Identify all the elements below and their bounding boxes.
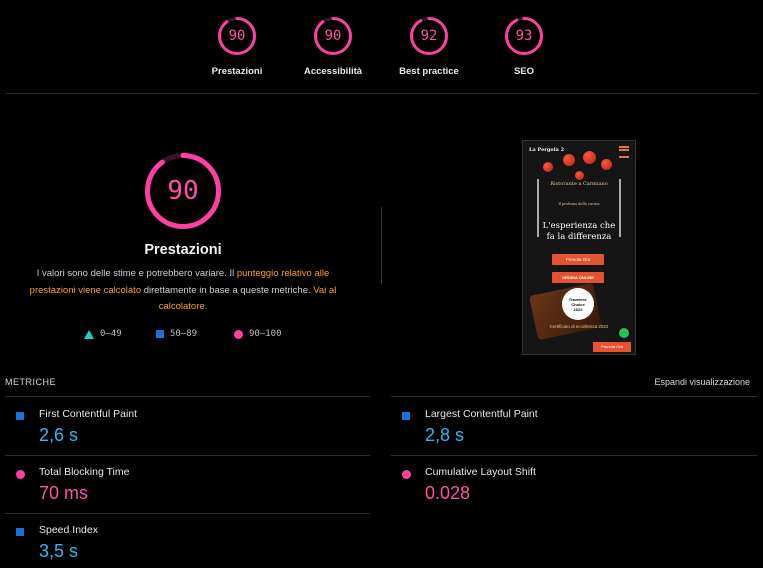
- good-circle-icon: [402, 470, 411, 479]
- score-calculation-link[interactable]: punteggio relativo alle prestazioni vien…: [29, 268, 330, 296]
- gauge-best-practices[interactable]: 92 Best practice: [379, 16, 479, 77]
- tomato-image: [601, 159, 612, 170]
- badge-text: Choice: [571, 301, 585, 307]
- triangle-icon: [84, 329, 94, 339]
- metric-value: 70 ms: [39, 483, 89, 503]
- divider: [391, 455, 758, 456]
- gauge-performance[interactable]: 90 Prestazioni: [187, 16, 287, 77]
- score-description: I valori sono delle stime e potrebbero v…: [25, 266, 341, 316]
- site-tagline: Il profumo della cucina: [558, 202, 600, 206]
- site-headline: L'esperienza che fa la differenza: [523, 221, 635, 243]
- metric-name: Speed Index: [39, 524, 98, 536]
- category-gauges: 90 Prestazioni 90 Accessibilità 92 Best …: [0, 0, 763, 93]
- metric-value: 2,6 s: [39, 425, 79, 445]
- divider: [5, 93, 758, 94]
- square-icon: [156, 330, 164, 338]
- fork-icon: [537, 179, 539, 237]
- description-text: .: [204, 301, 208, 312]
- knife-icon: [619, 179, 621, 237]
- site-book-small-button: Prenota Ora: [593, 342, 631, 352]
- divider: [5, 513, 370, 514]
- metric-name: First Contentful Paint: [39, 408, 138, 420]
- metric-value: 3,5 s: [39, 541, 79, 561]
- gauge-label: Prestazioni: [211, 66, 263, 77]
- gauge-ring: 93: [504, 16, 544, 56]
- tomato-image: [583, 151, 596, 164]
- main-performance-gauge: 90: [143, 151, 223, 231]
- circle-icon: [234, 329, 243, 339]
- divider: [5, 396, 370, 397]
- legend-range: 0–49: [100, 329, 122, 339]
- gauge-ring: 92: [409, 16, 449, 56]
- hamburger-icon: [619, 146, 629, 158]
- legend-range: 90–100: [249, 329, 282, 339]
- gauge-label: Best practice: [399, 66, 459, 77]
- gauge-accessibility[interactable]: 90 Accessibilità: [283, 16, 383, 77]
- final-screenshot-thumbnail[interactable]: La Pergola 2 Ristorante a Carmiano Il pr…: [522, 140, 636, 355]
- expand-view-toggle[interactable]: Espandi visualizzazione: [654, 377, 750, 387]
- main-gauge-title: Prestazioni: [144, 242, 222, 258]
- divider: [5, 455, 370, 456]
- site-order-button: ORDINA ONLINE: [552, 272, 604, 283]
- good-circle-icon: [16, 470, 25, 479]
- metrics-heading: METRICHE: [5, 377, 56, 387]
- headline-line: fa la differenza: [546, 232, 612, 242]
- gauge-score: 90: [324, 28, 342, 44]
- average-square-icon: [402, 412, 410, 420]
- divider: [381, 207, 382, 284]
- gauge-score: 93: [515, 28, 533, 44]
- score-legend: 0–49 50–89 90–100: [0, 329, 380, 345]
- site-subtitle: Ristorante a Carmiano: [550, 181, 608, 187]
- gauge-label: SEO: [513, 66, 535, 77]
- tomato-image: [575, 171, 584, 180]
- gauge-label: Accessibilità: [303, 66, 363, 77]
- tomato-image: [563, 154, 575, 166]
- legend-item-average: 50–89: [156, 329, 197, 339]
- metric-name: Largest Contentful Paint: [425, 408, 538, 420]
- legend-item-pass: 90–100: [234, 329, 282, 339]
- average-square-icon: [16, 528, 24, 536]
- badge-text: 2022: [573, 306, 583, 312]
- calculator-link[interactable]: Vai al calcolatore: [158, 284, 337, 313]
- tomato-image: [543, 162, 553, 172]
- gauge-seo[interactable]: 93 SEO: [474, 16, 574, 77]
- metric-value: 2,8 s: [425, 425, 465, 445]
- badge-text: Travelers': [568, 296, 588, 302]
- gauge-score: 90: [228, 28, 246, 44]
- legend-range: 50–89: [170, 329, 198, 339]
- gauge-ring: 90: [217, 16, 257, 56]
- metric-value: 0.028: [425, 483, 471, 503]
- headline-line: L'esperienza che: [542, 221, 616, 231]
- description-text: I valori sono delle stime e potrebbero v…: [36, 268, 237, 279]
- site-certificate: Certificato di eccellenza 2022: [549, 324, 609, 329]
- legend-item-fail: 0–49: [84, 329, 122, 339]
- average-square-icon: [16, 412, 24, 420]
- site-brand: La Pergola 2: [529, 147, 565, 153]
- whatsapp-icon: [619, 328, 629, 338]
- gauge-score: 92: [420, 28, 438, 44]
- travelers-choice-badge: Travelers' Choice 2022: [562, 288, 594, 320]
- description-text: direttamente in base a queste metriche.: [141, 284, 314, 296]
- divider: [391, 396, 758, 397]
- main-gauge-score: 90: [167, 176, 199, 206]
- metric-name: Cumulative Layout Shift: [425, 466, 536, 478]
- metric-name: Total Blocking Time: [39, 466, 130, 478]
- site-book-button: Prenota Ora: [552, 254, 604, 265]
- gauge-ring: 90: [313, 16, 353, 56]
